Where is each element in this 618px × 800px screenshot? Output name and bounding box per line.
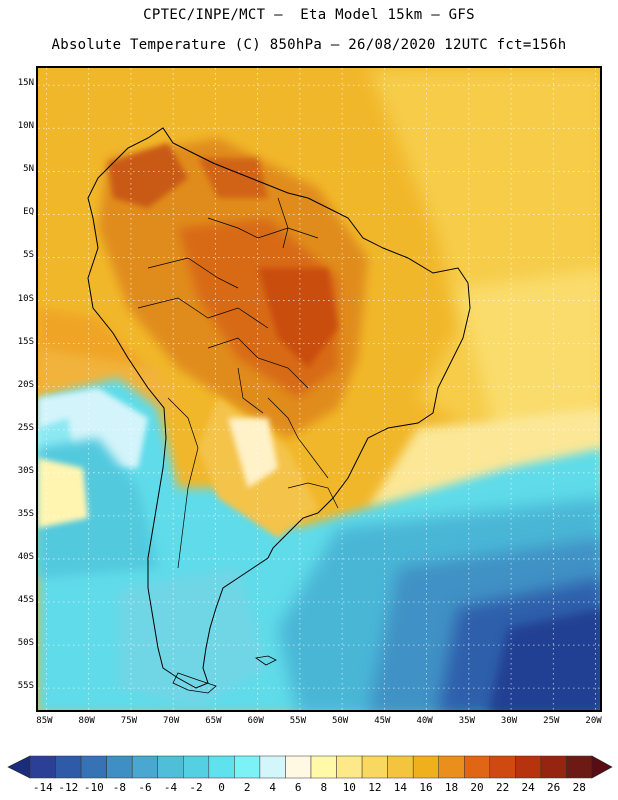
colorbar-label: -12 xyxy=(58,781,79,794)
colorbar-label: 22 xyxy=(495,781,510,794)
longitude-label: 40W xyxy=(416,716,433,726)
field-pacific-warm-patch xyxy=(38,458,88,528)
colorbar-label: -10 xyxy=(83,781,104,794)
colorbar-high-arrow xyxy=(591,755,613,779)
field-continent-26 xyxy=(258,268,338,368)
latitude-label: 25S xyxy=(17,422,34,433)
colorbar-swatch xyxy=(515,755,542,779)
field-andes-cool xyxy=(228,418,278,488)
longitude-label: 65W xyxy=(205,716,222,726)
colorbar-swatch xyxy=(106,755,133,779)
tierra-del-fuego xyxy=(172,672,217,694)
colorbar-swatch xyxy=(80,755,107,779)
colorbar-label: 18 xyxy=(444,781,459,794)
colorbar-label: 24 xyxy=(521,781,535,794)
longitude-label: 20W xyxy=(585,716,602,726)
colorbar-swatch xyxy=(183,755,210,779)
temperature-map xyxy=(36,66,602,712)
longitude-label: 30W xyxy=(500,716,518,726)
map-title-line2: Absolute Temperature (C) 850hPa – 26/08/… xyxy=(51,37,567,53)
colorbar-swatch xyxy=(412,755,439,779)
map-canvas xyxy=(38,68,600,710)
longitude-label: 70W xyxy=(163,716,180,726)
colorbar-label: -2 xyxy=(189,781,203,794)
colorbar-swatch xyxy=(157,755,184,779)
longitude-label: 60W xyxy=(247,716,264,726)
colorbar-label: 16 xyxy=(419,781,433,794)
colorbar-swatch xyxy=(438,755,465,779)
longitude-label: 45W xyxy=(374,716,391,726)
colorbar-swatch xyxy=(285,755,312,779)
latitude-label: 15S xyxy=(17,336,34,347)
colorbar-low-arrow xyxy=(7,755,31,779)
falkland-islands xyxy=(254,655,277,666)
colorbar-label: -6 xyxy=(138,781,152,794)
latitude-label: 50S xyxy=(17,638,34,649)
temperature-field xyxy=(38,68,600,710)
colorbar-label: 4 xyxy=(269,781,276,794)
field-venezuela-hot xyxy=(108,143,188,208)
latitude-label: 55S xyxy=(17,681,34,692)
colorbar-label: 8 xyxy=(320,781,328,794)
colorbar-label: 12 xyxy=(368,781,382,794)
latitude-label: 40S xyxy=(17,551,34,562)
colorbar-swatch xyxy=(387,755,414,779)
field-atlantic-minus14 xyxy=(488,608,600,710)
colorbar-label: -14 xyxy=(32,781,53,794)
colorbar-swatch xyxy=(464,755,491,779)
latitude-label: 5S xyxy=(23,250,34,261)
latitude-label: 20S xyxy=(17,379,34,390)
colorbar-swatch xyxy=(208,755,235,779)
colorbar-label: -4 xyxy=(163,781,178,794)
latitude-label: 10S xyxy=(17,293,34,304)
longitude-label: 55W xyxy=(289,716,306,726)
colorbar-swatch xyxy=(29,755,56,779)
field-patagonia xyxy=(118,568,268,708)
colorbar-label: 20 xyxy=(470,781,484,794)
latitude-label: 5N xyxy=(23,164,34,175)
latitude-label: 10N xyxy=(17,121,34,132)
map-title-line1: CPTEC/INPE/MCT – Eta Model 15km – GFS xyxy=(143,7,475,23)
colorbar-label: 0 xyxy=(218,781,225,794)
latitude-label: 15N xyxy=(17,78,34,89)
longitude-label: 75W xyxy=(120,716,138,726)
colorbar-swatch xyxy=(310,755,337,779)
latitude-label: EQ xyxy=(23,207,34,218)
colorbar-label: -8 xyxy=(112,781,127,794)
south-america-coastline xyxy=(87,127,471,689)
country-borders xyxy=(137,197,339,569)
longitude-label: 35W xyxy=(458,716,475,726)
colorbar-swatch xyxy=(259,755,286,779)
colorbar-label: 14 xyxy=(393,781,408,794)
colorbar-swatch xyxy=(566,755,593,779)
colorbar-swatch xyxy=(55,755,82,779)
latitude-label: 35S xyxy=(17,508,34,519)
colorbar-label: 26 xyxy=(547,781,561,794)
longitude-label: 80W xyxy=(78,716,95,726)
colorbar-label: 10 xyxy=(342,781,356,794)
longitude-label: 25W xyxy=(543,716,560,726)
colorbar-label: 6 xyxy=(294,781,302,794)
longitude-label: 50W xyxy=(331,716,349,726)
colorbar-swatch xyxy=(361,755,388,779)
latitude-label: 30S xyxy=(17,465,34,476)
colorbar-swatch xyxy=(489,755,516,779)
colorbar-swatch xyxy=(131,755,158,779)
colorbar-swatch xyxy=(540,755,567,779)
colorbar-swatch xyxy=(234,755,261,779)
colorbar-label: 2 xyxy=(243,781,251,794)
longitude-label: 85W xyxy=(36,716,53,726)
colorbar-label: 28 xyxy=(572,781,586,794)
colorbar-swatch xyxy=(336,755,363,779)
latitude-label: 45S xyxy=(17,595,34,606)
